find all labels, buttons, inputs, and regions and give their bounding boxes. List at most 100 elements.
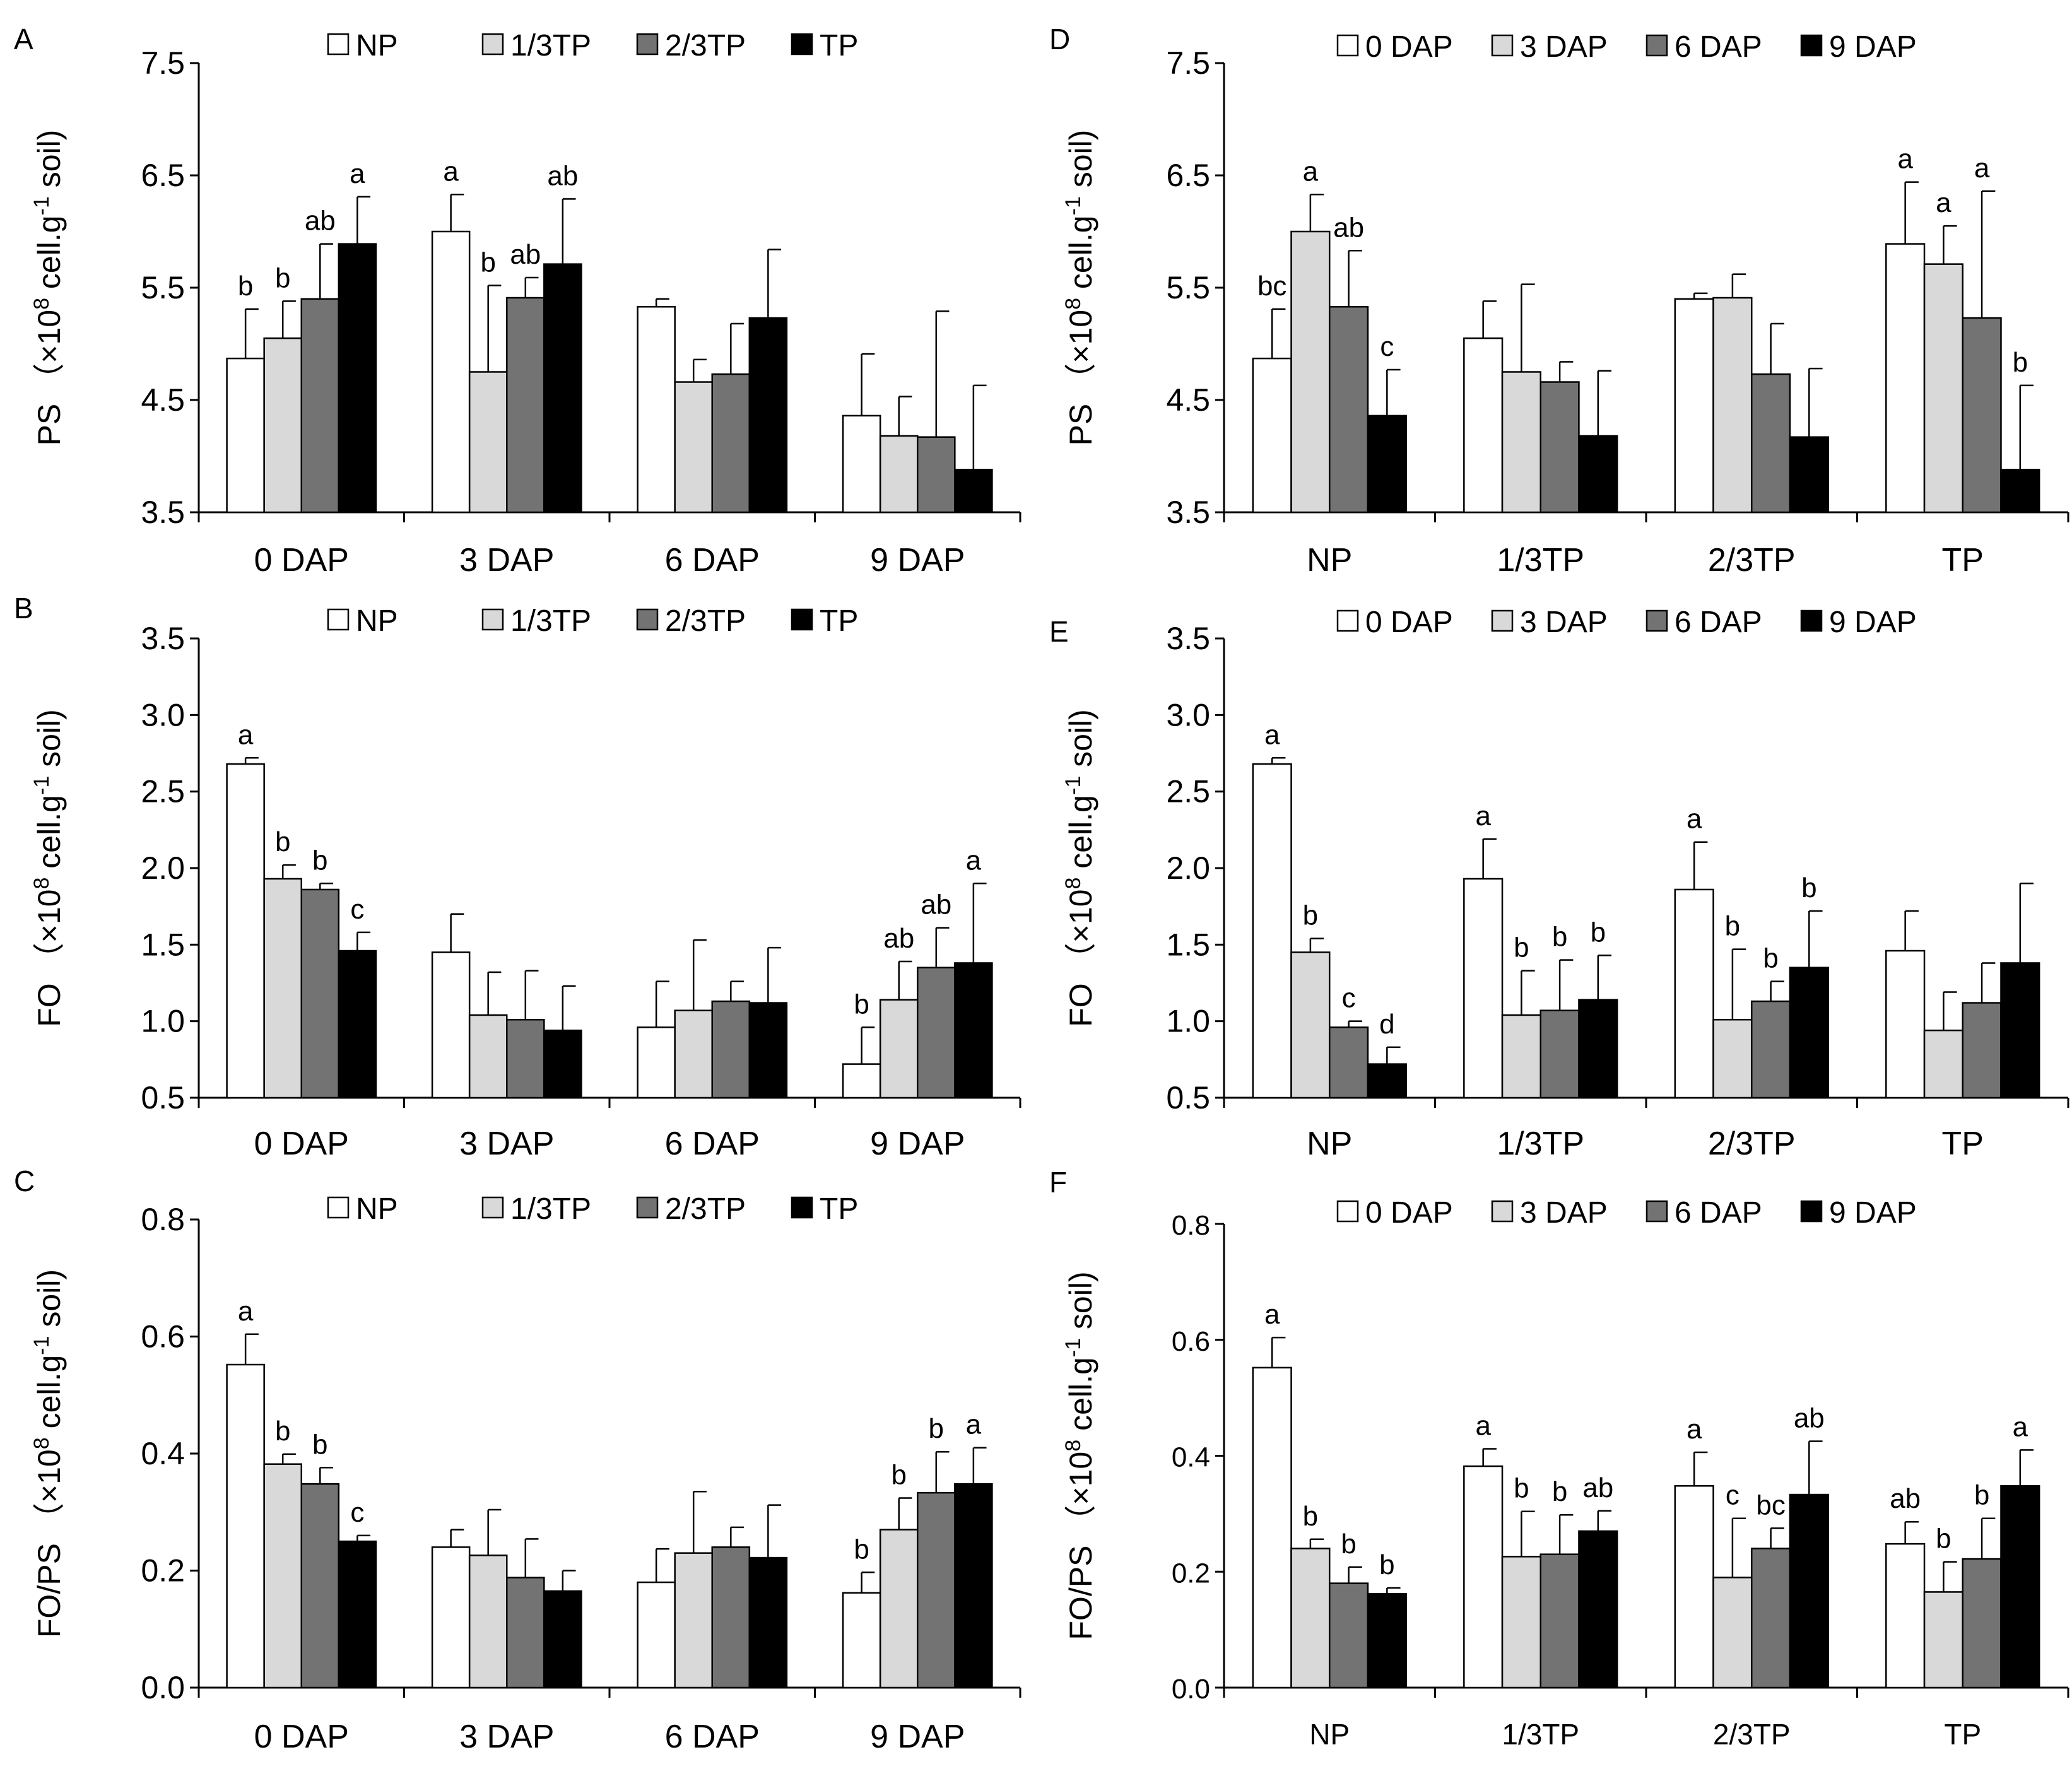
x-category-label: TP: [1942, 1125, 1984, 1162]
bar: [917, 967, 956, 1099]
x-category-label: 1/3TP: [1497, 1125, 1584, 1162]
y-tick-label: 0.2: [141, 1553, 185, 1589]
bar: [1463, 878, 1504, 1099]
x-category-label: 0 DAP: [254, 1719, 349, 1755]
bar: [1674, 298, 1714, 514]
x-category-label: NP: [1307, 542, 1352, 579]
x-category-label: 0 DAP: [254, 542, 349, 579]
y-axis-label-exponent: 8: [30, 878, 54, 890]
bar: [1885, 243, 1926, 514]
x-category-label: 1/3TP: [1502, 1718, 1579, 1751]
legend-label: 2/3TP: [665, 1192, 746, 1226]
y-tick-label: 6.5: [1166, 158, 1210, 193]
bar: [1789, 1493, 1829, 1689]
legend-swatch: [481, 1196, 504, 1219]
y-tick-label: 0.0: [141, 1670, 185, 1705]
legend-label: 9 DAP: [1829, 30, 1917, 64]
y-axis-label-exponent: 8: [30, 298, 54, 310]
y-axis-label: PS （×108 cell.g-1 soil): [30, 130, 67, 446]
legend-swatch: [1645, 1200, 1668, 1223]
legend-swatch: [1491, 34, 1514, 57]
bar: [1290, 1548, 1331, 1689]
significance-label: a: [2013, 1411, 2028, 1442]
y-tick-label: 0.0: [1172, 1674, 1210, 1705]
bar: [842, 414, 881, 514]
y-tick-label: 2.5: [141, 774, 185, 809]
x-category-label: 0 DAP: [254, 1125, 349, 1162]
y-axis-label-unit: （×10: [1063, 1452, 1098, 1537]
bar: [637, 1581, 676, 1689]
significance-label: a: [1303, 156, 1319, 187]
bar: [674, 381, 714, 514]
y-tick-label: 3.0: [1166, 697, 1210, 732]
x-category-label: TP: [1942, 542, 1984, 579]
bar: [1923, 263, 1964, 514]
legend-swatch: [1645, 609, 1668, 632]
y-tick-label: 0.2: [1172, 1558, 1210, 1589]
legend-swatch: [1336, 34, 1359, 57]
bar: [263, 337, 303, 514]
panel-letter: D: [1049, 23, 1070, 56]
legend-swatch: [1336, 609, 1359, 632]
significance-label: a: [1686, 804, 1702, 835]
legend-label: 1/3TP: [510, 29, 591, 62]
legend-label: 9 DAP: [1829, 1196, 1917, 1230]
bar: [2000, 962, 2040, 1099]
significance-label: a: [966, 1409, 982, 1440]
significance-label: d: [1379, 1009, 1394, 1040]
legend-swatch: [791, 1196, 813, 1219]
legend-swatch: [1336, 1200, 1359, 1223]
bar: [226, 1363, 265, 1689]
x-category-label: 1/3TP: [1497, 542, 1584, 579]
significance-label: b: [275, 1416, 290, 1447]
significance-label: bc: [1756, 1490, 1785, 1520]
legend-label: 3 DAP: [1520, 30, 1608, 64]
bar: [1539, 1553, 1580, 1689]
y-tick-label: 1.0: [141, 1004, 185, 1039]
legend-label: TP: [820, 604, 858, 638]
legend-label: 0 DAP: [1365, 1196, 1453, 1230]
legend-swatch: [327, 1196, 350, 1219]
y-tick-label: 0.8: [1172, 1210, 1210, 1241]
legend-swatch: [791, 608, 813, 631]
bar: [879, 435, 919, 514]
bar: [300, 298, 340, 514]
significance-label: b: [929, 1413, 944, 1444]
y-axis-label-exponent: 8: [30, 1437, 54, 1449]
legend-label: 2/3TP: [665, 29, 746, 62]
significance-label: ab: [1333, 212, 1364, 243]
significance-label: ab: [510, 239, 541, 270]
significance-label: b: [1552, 1476, 1567, 1507]
significance-label: a: [1475, 1410, 1491, 1441]
bar: [300, 888, 340, 1099]
bar: [1578, 1530, 1618, 1689]
legend-swatch: [327, 33, 350, 56]
x-category-label: 3 DAP: [459, 542, 554, 579]
bar: [1501, 1556, 1542, 1689]
legend-label: NP: [356, 29, 398, 62]
bar: [1962, 1558, 2002, 1689]
y-axis-label-unit: cell.g: [32, 1355, 67, 1438]
bar: [748, 317, 788, 514]
y-tick-label: 0.8: [141, 1202, 185, 1237]
legend-swatch: [636, 1196, 659, 1219]
bar: [1674, 888, 1714, 1099]
y-axis-label-unit: soil): [32, 1269, 67, 1336]
x-category-label: NP: [1309, 1718, 1350, 1751]
y-tick-label: 3.5: [141, 621, 185, 656]
legend-label: NP: [356, 1192, 398, 1226]
legend-swatch: [327, 608, 350, 631]
bar: [1290, 230, 1331, 514]
y-tick-label: 4.5: [141, 382, 185, 418]
bar: [431, 1546, 471, 1689]
bar: [1885, 1543, 1926, 1689]
y-axis-label-unit: soil): [1063, 130, 1098, 197]
y-axis-label-main: FO/PS: [1063, 1546, 1098, 1640]
bar: [1712, 1577, 1753, 1689]
y-axis-label-exponent: 8: [1061, 298, 1085, 310]
significance-label: b: [480, 247, 495, 278]
significance-label: b: [1303, 900, 1318, 931]
significance-label: a: [1264, 719, 1280, 750]
